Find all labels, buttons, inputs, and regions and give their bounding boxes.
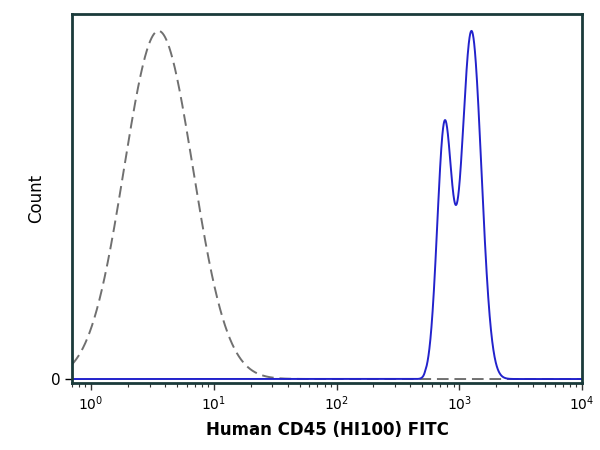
Y-axis label: Count: Count bbox=[27, 173, 45, 223]
X-axis label: Human CD45 (HI100) FITC: Human CD45 (HI100) FITC bbox=[206, 421, 448, 439]
